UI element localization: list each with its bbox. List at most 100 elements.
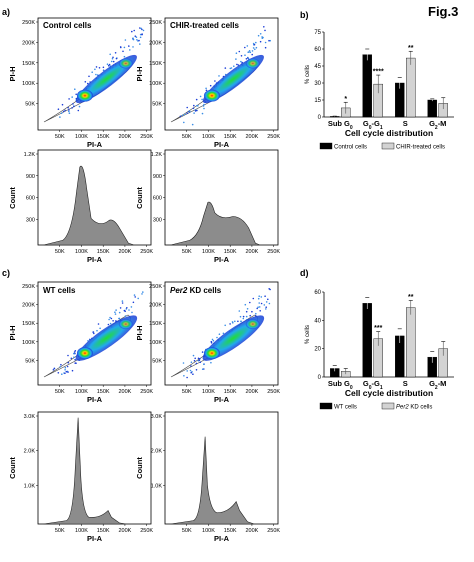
scatter-dot [61,373,63,376]
scatter-dot [78,105,81,108]
scatter-dot [59,366,61,368]
scatter-dot [259,310,262,312]
histogram-curve [170,436,255,525]
panel-letter-b: b) [300,10,309,20]
scatter-dot [67,361,70,364]
scatter-dot [132,37,134,39]
significance-marker: **** [373,69,384,76]
scatter-y-tick-label: 150K [22,321,35,327]
scatter-dot [60,112,63,114]
scatter-dot [119,307,122,309]
density-peak-g2 [118,58,133,69]
hist-y-tick-label: 3.0K [151,414,163,420]
scatter-plot-a-control: 250K 200K 150K 100K 50K 50K 100K 150K 200K 250K PI… [22,17,153,149]
hist-x-tick-label: 250K [140,249,153,255]
scatter-dot [269,288,271,291]
density-peak-g2 [245,319,260,330]
bar-y-tick-label: 40 [314,318,321,324]
hist-y-tick-label: 1.0K [151,483,163,489]
hist-y-axis-label: Count [135,187,144,209]
scatter-dot [203,103,205,106]
scatter-x-axis-label: PI-A [214,395,230,404]
density-peak-g1 [203,89,220,102]
hist-x-axis-label: PI-A [214,534,230,543]
scatter-dot [123,46,126,49]
scatter-dot [92,331,94,333]
scatter-dot [53,367,56,370]
scatter-dot [132,38,135,41]
scatter-y-tick-label: 200K [22,303,35,309]
scatter-dot [133,29,135,32]
scatter-x-axis-label: PI-A [87,395,103,404]
bar-chart-b: 0 15 30 45 60 75 % cells * Sub G0 **** G0-G1 ** S G2-… [305,30,454,151]
scatter-dot [139,36,142,39]
scatter-y-tick-label: 250K [149,20,162,26]
scatter-y-tick-label: 100K [149,81,162,87]
scatter-dot [245,58,248,60]
bar-category-label: S [403,379,408,388]
scatter-dot [249,301,251,304]
figure-title: Fig.3 [428,4,459,19]
hist-x-tick-label: 100K [202,528,215,534]
scatter-dot [258,302,261,304]
scatter-dot [121,302,124,304]
scatter-dot [73,105,75,108]
scatter-y-tick-label: 100K [149,340,162,346]
scatter-dot [224,324,226,327]
scatter-dot [68,110,70,113]
scatter-y-tick-label: 100K [22,81,35,87]
legend-label: Control cells [334,145,367,151]
legend-swatch [319,402,333,410]
hist-x-tick-label: 150K [224,528,237,534]
scatter-dot [77,109,80,112]
hist-y-tick-label: 300 [26,217,35,223]
scatter-dot [251,53,253,56]
scatter-dot [186,112,188,114]
density-peak-g2 [118,319,133,330]
scatter-x-tick-label: 150K [224,134,237,140]
scatter-dot [134,296,136,298]
scatter-x-tick-label: 50K [182,389,192,395]
scatter-dot [137,297,139,300]
scatter-dot [75,93,77,96]
scatter-dot [114,311,116,314]
scatter-y-axis-label: PI-H [8,67,17,82]
scatter-dot [132,46,134,48]
scatter-dot [72,103,74,105]
scatter-dot [111,57,114,60]
hist-x-tick-label: 50K [182,249,192,255]
scatter-dot [186,370,188,372]
scatter-dot [262,36,264,39]
histogram-curve [170,201,261,246]
density-peak-g1 [203,347,220,360]
histogram-frame [164,411,279,525]
scatter-y-tick-label: 250K [22,20,35,26]
significance-marker: * [344,96,347,103]
scatter-dot [235,58,237,60]
hist-y-tick-label: 600 [153,196,162,202]
scatter-x-axis-label: PI-A [87,140,103,149]
scatter-frame [164,17,279,131]
scatter-dot [119,46,122,48]
scatter-dot [195,98,198,101]
scatter-dot [60,363,62,366]
scatter-dot [198,359,201,362]
scatter-y-tick-label: 250K [149,284,162,290]
scatter-dot [248,50,251,52]
scatter-x-tick-label: 150K [224,389,237,395]
scatter-y-axis-label: PI-H [135,326,144,341]
scatter-y-tick-label: 150K [149,321,162,327]
scatter-dot [264,41,267,44]
scatter-y-tick-label: 250K [22,284,35,290]
bar-y-tick-label: 20 [314,347,321,353]
bar-x-axis-label: Cell cycle distribution [345,388,433,398]
scatter-dot [73,352,75,355]
scatter-dot [245,315,248,318]
scatter-dot [231,321,234,323]
scatter-dot [242,317,245,320]
scatter-dot [131,311,133,314]
scatter-dot [108,318,110,321]
scatter-dot [67,354,69,357]
scatter-plot-c-wt: 250K 200K 150K 100K 50K 50K 100K 150K 200K 250K PI… [22,281,153,404]
scatter-dot [115,57,118,60]
